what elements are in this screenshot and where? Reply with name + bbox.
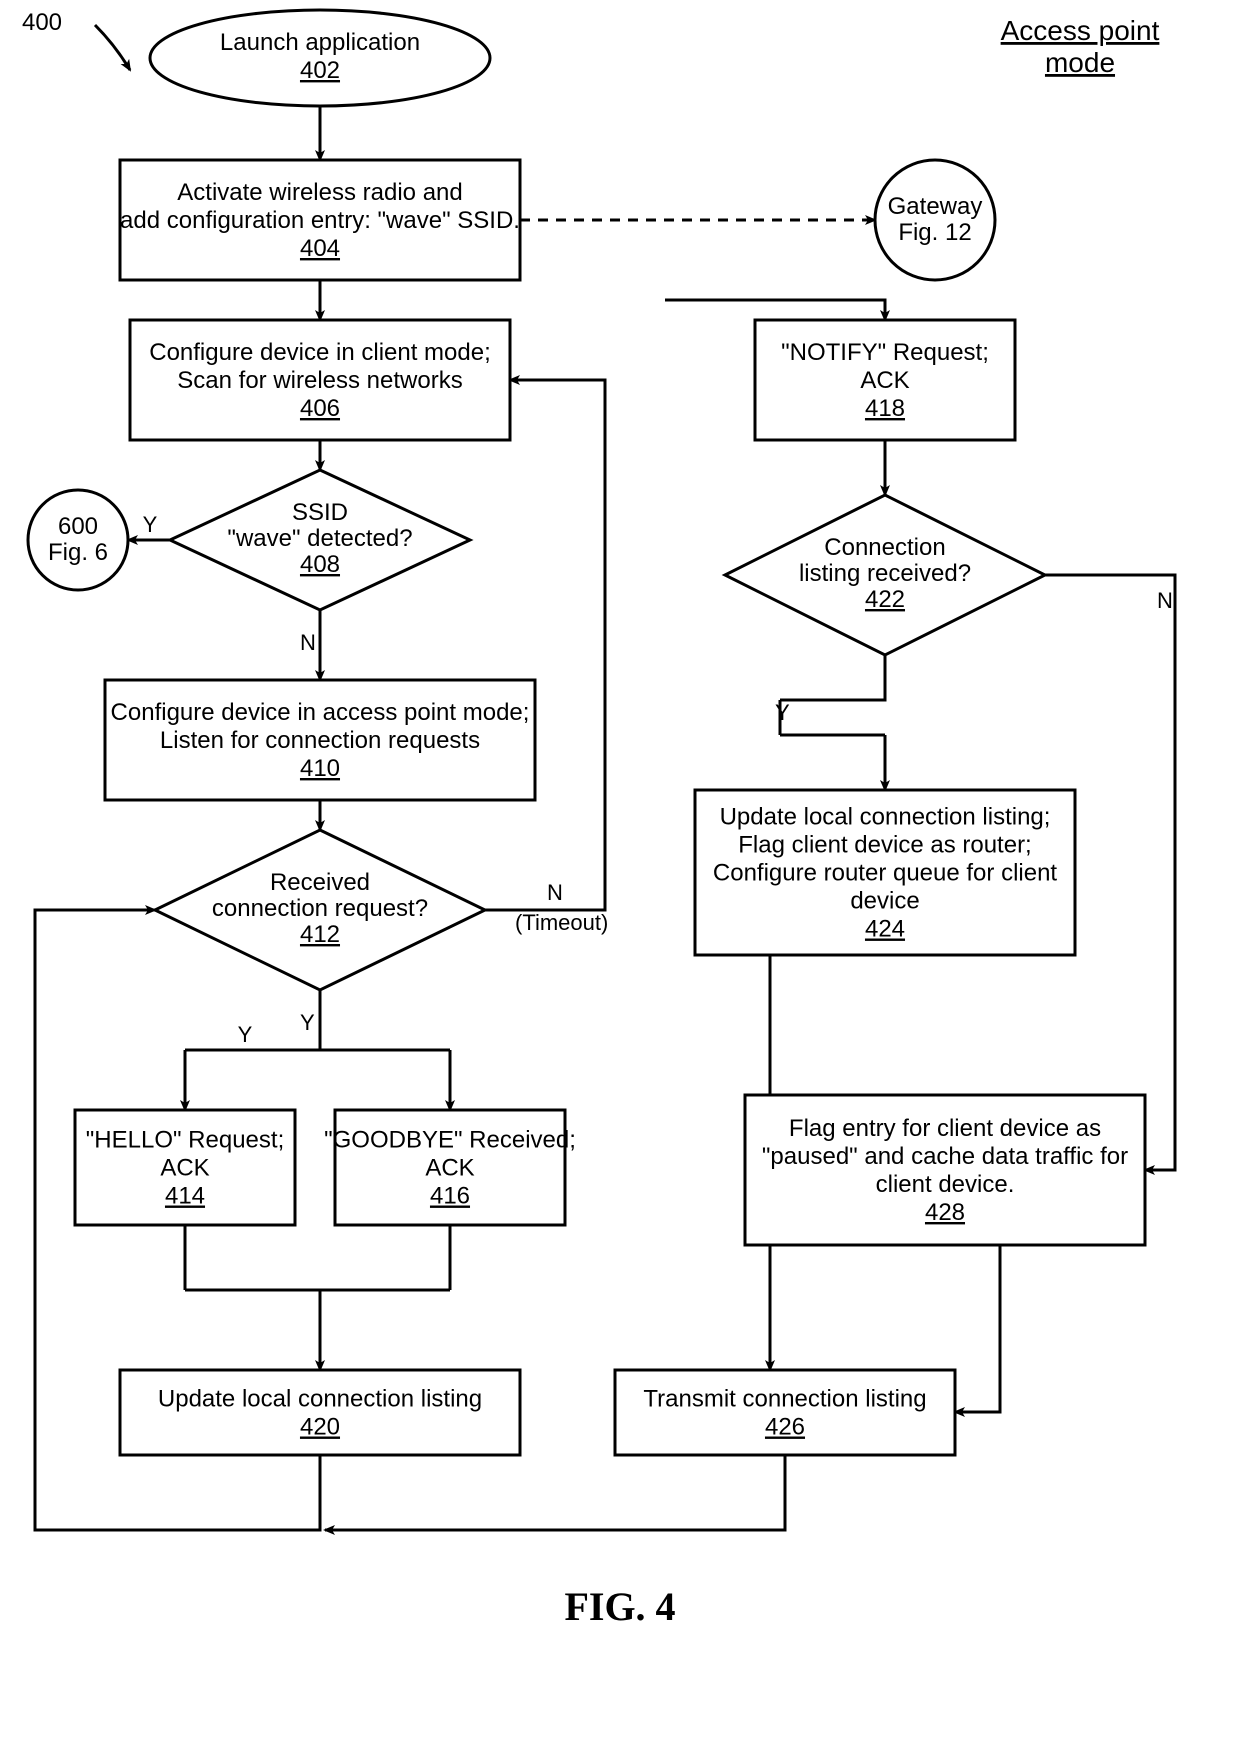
svg-text:add configuration entry: "wave: add configuration entry: "wave" SSID.	[120, 207, 520, 234]
svg-text:412: 412	[300, 921, 340, 948]
svg-text:Fig. 12: Fig. 12	[898, 219, 971, 246]
svg-text:ACK: ACK	[860, 367, 909, 394]
svg-text:424: 424	[865, 916, 905, 943]
svg-text:600: 600	[58, 513, 98, 540]
svg-text:Configure device in access poi: Configure device in access point mode;	[111, 699, 530, 726]
n428: Flag entry for client device as"paused" …	[745, 1095, 1145, 1245]
svg-text:Y: Y	[238, 1022, 253, 1047]
svg-text:"HELLO" Request;: "HELLO" Request;	[86, 1127, 284, 1154]
svg-text:414: 414	[165, 1183, 205, 1210]
svg-text:Activate wireless radio and: Activate wireless radio and	[177, 179, 462, 206]
n412: Receivedconnection request?412	[155, 830, 485, 990]
svg-text:406: 406	[300, 395, 340, 422]
svg-text:Y: Y	[143, 512, 158, 537]
svg-text:"wave" detected?: "wave" detected?	[227, 525, 412, 552]
svg-text:Configure router queue for cli: Configure router queue for client	[713, 860, 1058, 887]
n420: Update local connection listing420	[120, 1370, 520, 1455]
n418: "NOTIFY" Request;ACK418	[755, 320, 1015, 440]
svg-text:Y: Y	[300, 1010, 315, 1035]
n414: "HELLO" Request;ACK414	[75, 1110, 295, 1225]
svg-text:Update local connection listin: Update local connection listing;	[720, 804, 1051, 831]
n402: Launch application402	[150, 10, 490, 106]
svg-text:Update local connection listin: Update local connection listing	[158, 1386, 482, 1413]
n404: Activate wireless radio andadd configura…	[120, 160, 520, 280]
n422: Connectionlisting received?422	[725, 495, 1045, 655]
nodes-layer: Launch application402 Activate wireless r…	[28, 10, 1145, 1455]
n406: Configure device in client mode;Scan for…	[130, 320, 510, 440]
svg-text:Y: Y	[775, 700, 790, 725]
svg-text:428: 428	[925, 1199, 965, 1226]
svg-text:N: N	[300, 630, 316, 655]
svg-text:408: 408	[300, 551, 340, 578]
svg-text:ACK: ACK	[160, 1155, 209, 1182]
svg-text:Gateway: Gateway	[888, 193, 983, 220]
svg-text:"NOTIFY" Request;: "NOTIFY" Request;	[781, 339, 989, 366]
svg-text:410: 410	[300, 755, 340, 782]
svg-text:400: 400	[22, 9, 62, 36]
svg-text:Scan for wireless networks: Scan for wireless networks	[177, 367, 462, 394]
svg-text:Launch application: Launch application	[220, 29, 420, 56]
svg-text:416: 416	[430, 1183, 470, 1210]
n416: "GOODBYE" Received;ACK416	[324, 1110, 576, 1225]
svg-text:Listen for connection requests: Listen for connection requests	[160, 727, 480, 754]
svg-text:402: 402	[300, 57, 340, 84]
svg-text:Flag entry for client device a: Flag entry for client device as	[789, 1115, 1101, 1142]
svg-text:420: 420	[300, 1414, 340, 1441]
svg-text:Flag client device as router;: Flag client device as router;	[738, 832, 1031, 859]
svg-text:listing received?: listing received?	[799, 560, 971, 587]
svg-text:Access point: Access point	[1001, 15, 1160, 46]
svg-text:device: device	[850, 888, 919, 915]
svg-text:Connection: Connection	[824, 534, 945, 561]
n408: SSID"wave" detected?408	[170, 470, 470, 610]
n_gateway: GatewayFig. 12	[875, 160, 995, 280]
svg-text:N: N	[1157, 588, 1173, 613]
svg-text:Transmit connection listing: Transmit connection listing	[643, 1386, 926, 1413]
svg-text:connection request?: connection request?	[212, 895, 428, 922]
svg-text:"paused" and cache data traffi: "paused" and cache data traffic for	[762, 1143, 1128, 1170]
svg-text:N: N	[547, 880, 563, 905]
svg-text:426: 426	[765, 1414, 805, 1441]
svg-text:SSID: SSID	[292, 499, 348, 526]
n426: Transmit connection listing426	[615, 1370, 955, 1455]
svg-text:Received: Received	[270, 869, 370, 896]
svg-text:FIG. 4: FIG. 4	[564, 1584, 675, 1629]
n424: Update local connection listing;Flag cli…	[695, 790, 1075, 955]
svg-text:418: 418	[865, 395, 905, 422]
svg-text:Fig. 6: Fig. 6	[48, 539, 108, 566]
n410: Configure device in access point mode;Li…	[105, 680, 535, 800]
svg-text:422: 422	[865, 586, 905, 613]
n600: 600Fig. 6	[28, 490, 128, 590]
svg-text:mode: mode	[1045, 47, 1115, 78]
svg-text:(Timeout): (Timeout)	[515, 910, 608, 935]
svg-text:client device.: client device.	[876, 1171, 1015, 1198]
svg-text:Configure device in client mod: Configure device in client mode;	[149, 339, 491, 366]
svg-text:404: 404	[300, 235, 340, 262]
svg-text:ACK: ACK	[425, 1155, 474, 1182]
svg-text:"GOODBYE" Received;: "GOODBYE" Received;	[324, 1127, 576, 1154]
